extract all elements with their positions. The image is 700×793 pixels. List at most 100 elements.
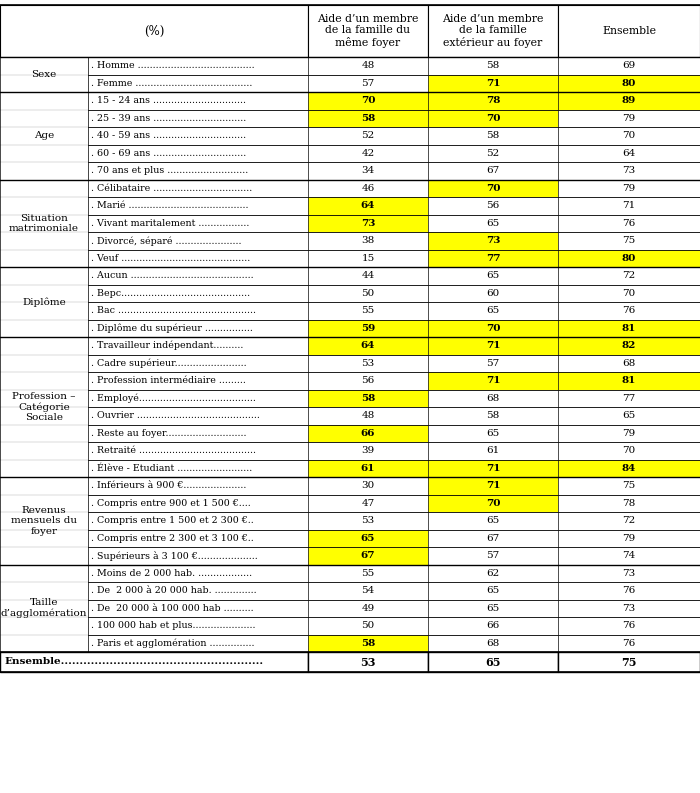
Bar: [88, 442, 308, 459]
Bar: [88, 337, 308, 354]
Bar: [558, 652, 700, 672]
Text: 42: 42: [361, 149, 374, 158]
Text: 53: 53: [361, 358, 374, 368]
Bar: [88, 600, 308, 617]
Text: 65: 65: [486, 603, 500, 613]
Text: 73: 73: [622, 603, 636, 613]
Bar: [308, 547, 428, 565]
Bar: [88, 354, 308, 372]
Text: 73: 73: [486, 236, 500, 245]
Bar: [308, 285, 428, 302]
Bar: [88, 267, 308, 285]
Text: . Ouvrier .........................................: . Ouvrier ..............................…: [91, 412, 260, 420]
Bar: [88, 92, 308, 109]
Bar: [308, 407, 428, 424]
Text: . Cadre supérieur........................: . Cadre supérieur.......................…: [91, 358, 246, 368]
Text: 58: 58: [486, 412, 500, 420]
Text: . 60 - 69 ans ...............................: . 60 - 69 ans ..........................…: [91, 149, 246, 158]
Bar: [428, 214, 558, 232]
Bar: [428, 459, 558, 477]
Bar: [558, 232, 700, 250]
Bar: [428, 179, 558, 197]
Text: 70: 70: [486, 324, 500, 333]
Bar: [428, 600, 558, 617]
Bar: [428, 354, 558, 372]
Bar: [558, 407, 700, 424]
Text: . Moins de 2 000 hab. ..................: . Moins de 2 000 hab. ..................: [91, 569, 252, 578]
Text: 71: 71: [486, 376, 500, 385]
Bar: [0, 5, 308, 57]
Text: 68: 68: [486, 394, 500, 403]
Text: 67: 67: [486, 167, 500, 175]
Text: 65: 65: [622, 412, 636, 420]
Bar: [558, 214, 700, 232]
Bar: [428, 232, 558, 250]
Text: 72: 72: [622, 516, 636, 525]
Text: . 15 - 24 ans ...............................: . 15 - 24 ans ..........................…: [91, 96, 246, 105]
Text: 44: 44: [361, 271, 374, 280]
Bar: [428, 512, 558, 530]
Text: . De  20 000 à 100 000 hab ..........: . De 20 000 à 100 000 hab ..........: [91, 603, 253, 613]
Bar: [428, 530, 558, 547]
Text: . Femme .......................................: . Femme ................................…: [91, 79, 253, 88]
Text: 54: 54: [361, 586, 374, 596]
Bar: [88, 127, 308, 144]
Bar: [308, 127, 428, 144]
Text: 76: 76: [622, 306, 636, 316]
Text: 66: 66: [360, 429, 375, 438]
Bar: [558, 179, 700, 197]
Bar: [428, 495, 558, 512]
Text: 65: 65: [486, 306, 500, 316]
Text: 53: 53: [360, 657, 376, 668]
Text: 77: 77: [486, 254, 500, 262]
Bar: [428, 407, 558, 424]
Bar: [88, 179, 308, 197]
Text: . Paris et agglomération ...............: . Paris et agglomération ...............: [91, 638, 255, 648]
Text: . Compris entre 2 300 et 3 100 €..: . Compris entre 2 300 et 3 100 €..: [91, 534, 253, 542]
Bar: [558, 250, 700, 267]
Bar: [428, 162, 558, 179]
Text: Diplôme: Diplôme: [22, 297, 66, 307]
Bar: [308, 144, 428, 162]
Bar: [308, 372, 428, 389]
Text: 70: 70: [486, 499, 500, 508]
Text: 71: 71: [486, 341, 500, 351]
Text: . Travailleur indépendant..........: . Travailleur indépendant..........: [91, 341, 244, 351]
Text: 81: 81: [622, 324, 636, 333]
Text: 73: 73: [622, 569, 636, 578]
Bar: [308, 424, 428, 442]
Text: . Célibataire .................................: . Célibataire ..........................…: [91, 184, 252, 193]
Bar: [88, 512, 308, 530]
Bar: [0, 565, 88, 652]
Text: 52: 52: [486, 149, 500, 158]
Bar: [558, 127, 700, 144]
Text: 71: 71: [486, 79, 500, 88]
Text: 65: 65: [486, 516, 500, 525]
Text: 81: 81: [622, 376, 636, 385]
Text: Situation
matrimoniale: Situation matrimoniale: [9, 213, 79, 233]
Bar: [88, 232, 308, 250]
Bar: [308, 320, 428, 337]
Bar: [558, 267, 700, 285]
Text: 65: 65: [486, 586, 500, 596]
Text: Ensemble: Ensemble: [602, 26, 656, 36]
Bar: [428, 424, 558, 442]
Text: 76: 76: [622, 586, 636, 596]
Bar: [88, 530, 308, 547]
Bar: [308, 302, 428, 320]
Bar: [308, 267, 428, 285]
Bar: [428, 109, 558, 127]
Text: 67: 67: [360, 551, 375, 560]
Bar: [428, 127, 558, 144]
Text: 71: 71: [622, 201, 636, 210]
Bar: [428, 617, 558, 634]
Text: . Aucun .........................................: . Aucun ................................…: [91, 271, 253, 280]
Text: 75: 75: [622, 657, 637, 668]
Bar: [428, 267, 558, 285]
Text: 79: 79: [622, 184, 636, 193]
Bar: [308, 495, 428, 512]
Bar: [88, 495, 308, 512]
Bar: [0, 179, 88, 267]
Bar: [428, 302, 558, 320]
Text: 50: 50: [361, 621, 374, 630]
